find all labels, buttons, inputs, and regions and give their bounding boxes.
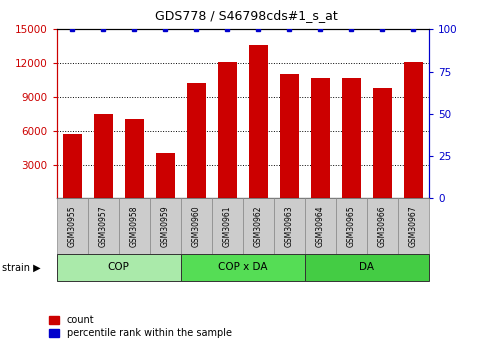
Bar: [398, 198, 429, 254]
Text: GSM30965: GSM30965: [347, 205, 356, 247]
Bar: [274, 198, 305, 254]
Text: DA: DA: [359, 263, 374, 272]
Bar: [119, 198, 150, 254]
Bar: [150, 198, 181, 254]
Bar: [404, 62, 423, 198]
Text: GSM30957: GSM30957: [99, 205, 108, 247]
Text: GSM30962: GSM30962: [254, 205, 263, 247]
Bar: [305, 198, 336, 254]
Bar: [367, 198, 398, 254]
Bar: [305, 254, 429, 281]
Bar: [187, 83, 206, 198]
Bar: [243, 198, 274, 254]
Bar: [212, 198, 243, 254]
Bar: [342, 78, 361, 198]
Bar: [57, 198, 88, 254]
Text: GSM30967: GSM30967: [409, 205, 418, 247]
Bar: [336, 198, 367, 254]
Text: strain ▶: strain ▶: [2, 263, 41, 272]
Text: GSM30964: GSM30964: [316, 205, 325, 247]
Bar: [57, 254, 181, 281]
Legend: count, percentile rank within the sample: count, percentile rank within the sample: [49, 315, 232, 338]
Bar: [249, 45, 268, 198]
Bar: [88, 198, 119, 254]
Text: GSM30960: GSM30960: [192, 205, 201, 247]
Bar: [125, 119, 143, 198]
Text: GSM30959: GSM30959: [161, 205, 170, 247]
Bar: [156, 153, 175, 198]
Bar: [373, 88, 391, 198]
Text: GSM30966: GSM30966: [378, 205, 387, 247]
Bar: [280, 75, 299, 198]
Text: GDS778 / S46798cds#1_s_at: GDS778 / S46798cds#1_s_at: [155, 9, 338, 22]
Text: GSM30961: GSM30961: [223, 205, 232, 247]
Bar: [63, 134, 81, 198]
Text: GSM30958: GSM30958: [130, 205, 139, 247]
Text: COP: COP: [108, 263, 130, 272]
Bar: [181, 198, 212, 254]
Text: GSM30963: GSM30963: [285, 205, 294, 247]
Bar: [218, 62, 237, 198]
Bar: [94, 114, 112, 198]
Bar: [311, 78, 330, 198]
Bar: [181, 254, 305, 281]
Text: COP x DA: COP x DA: [218, 263, 268, 272]
Text: GSM30955: GSM30955: [68, 205, 77, 247]
